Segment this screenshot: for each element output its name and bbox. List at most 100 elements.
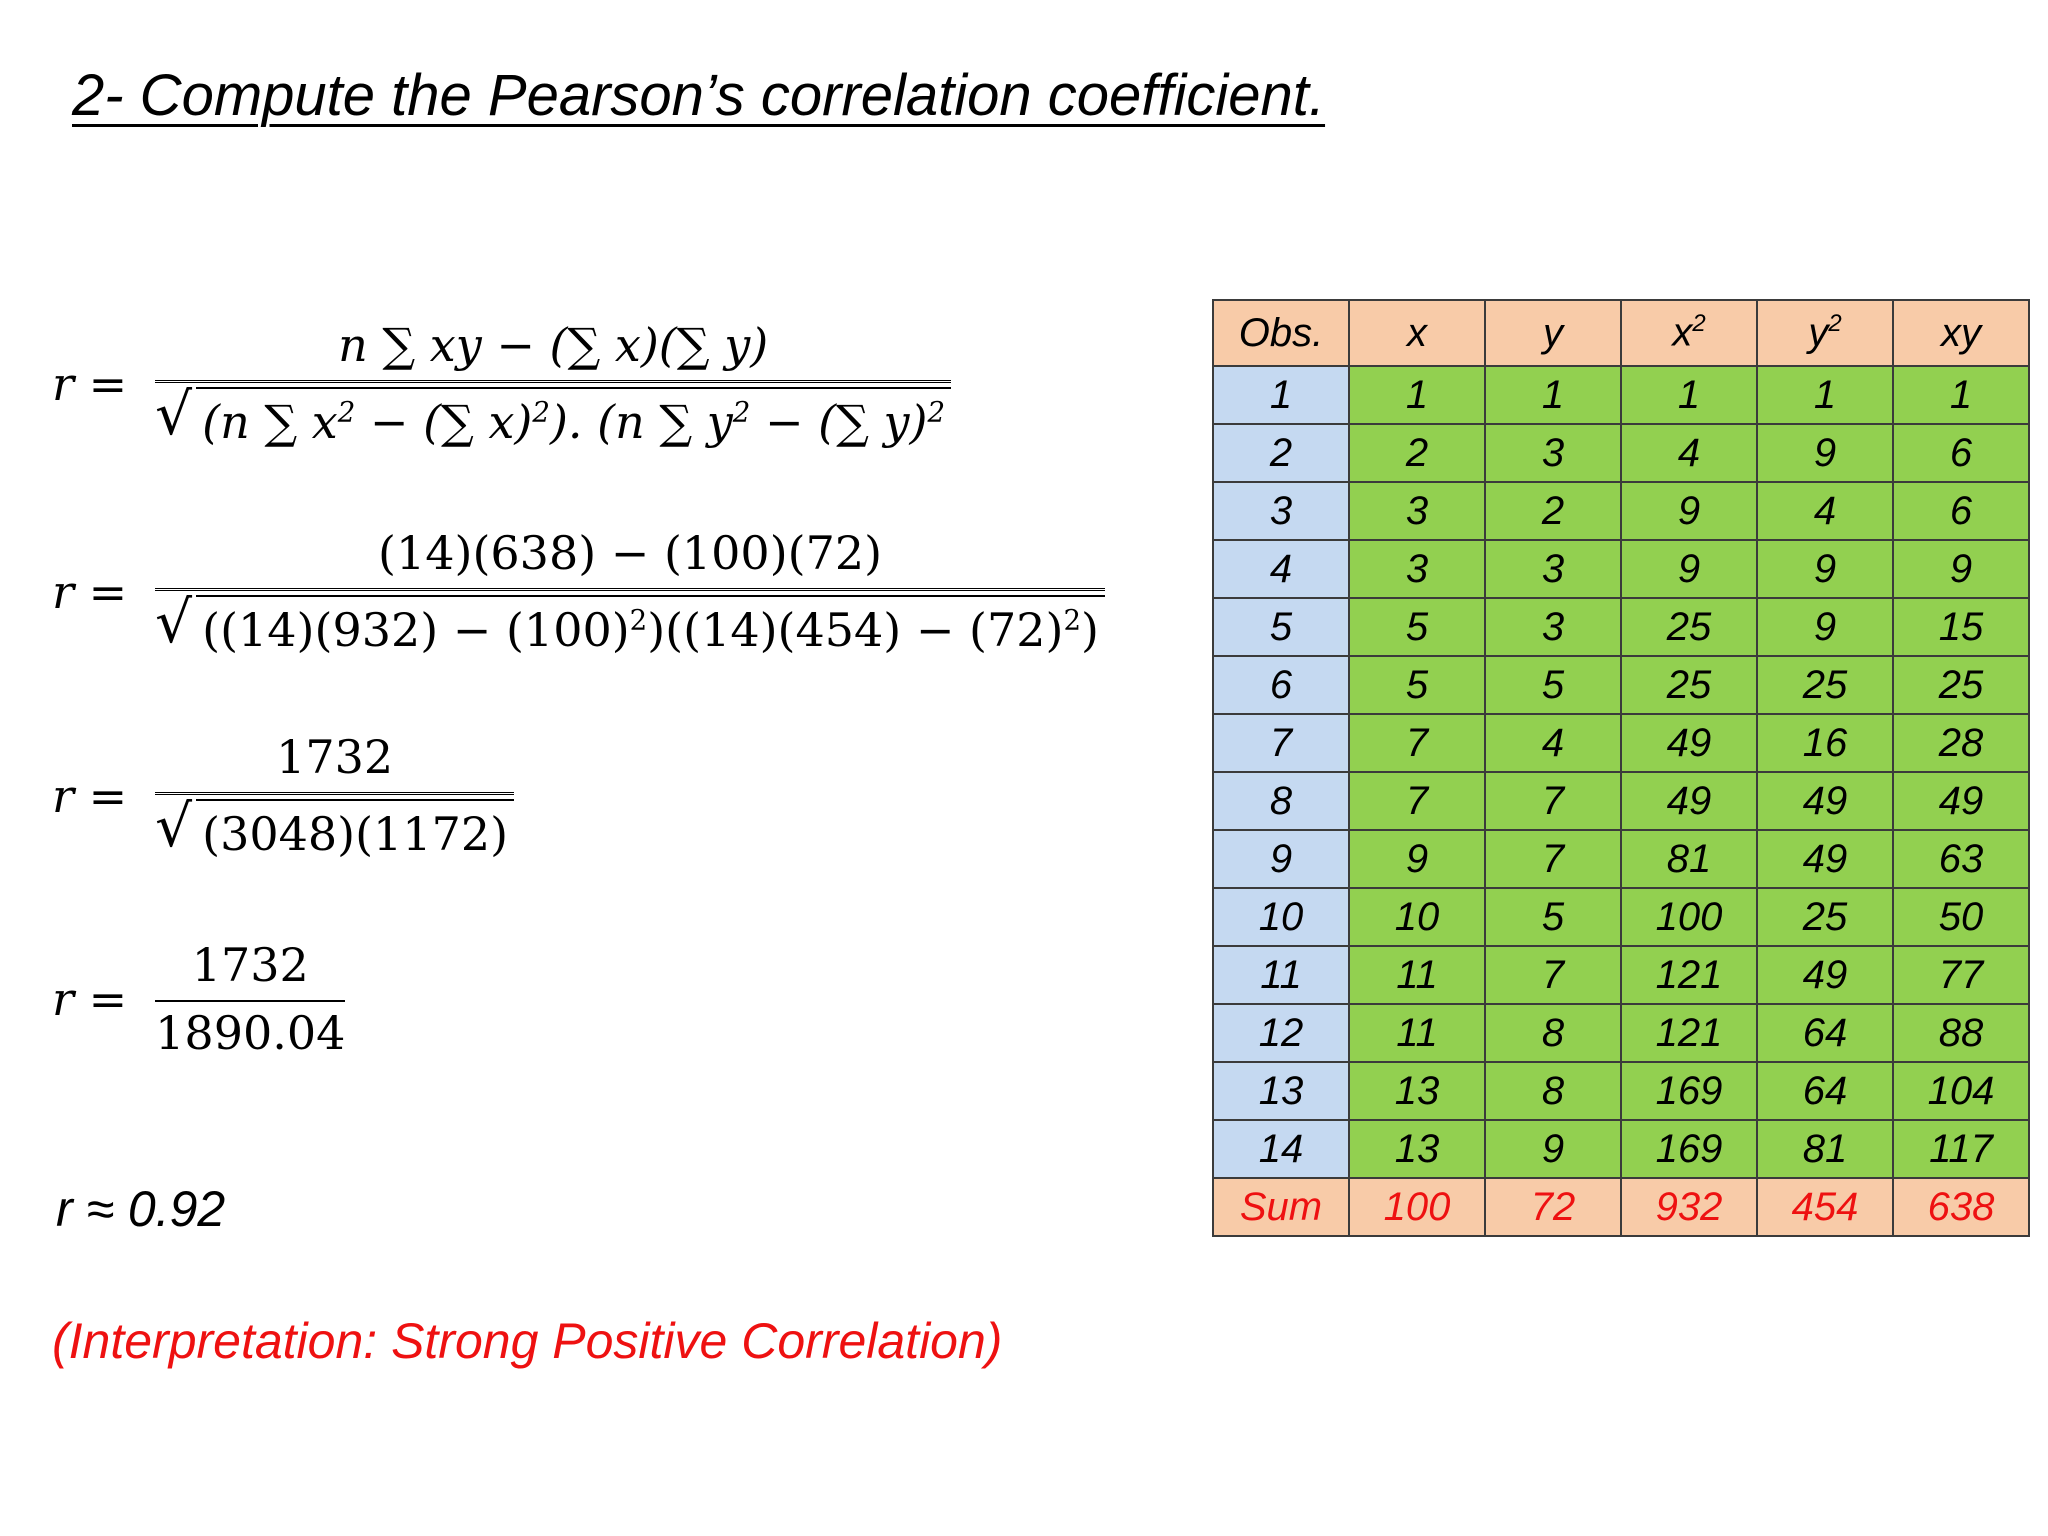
- cell-y: 1: [1484, 365, 1622, 425]
- formula-lhs: r =: [52, 564, 128, 619]
- cell-xy: 25: [1892, 655, 2030, 715]
- cell-y: 4: [1484, 713, 1622, 773]
- cell-y: 9: [1484, 1119, 1622, 1179]
- formula-lhs: r =: [52, 768, 128, 823]
- table-row: 8 7 7 49 49 49: [1212, 771, 2030, 831]
- header-y-squared: y2: [1756, 299, 1894, 367]
- cell-obs: 3: [1212, 481, 1350, 541]
- formula-general-radicand: (n ∑ x2 − (∑ x)2). (n ∑ y2 − (∑ y)2: [196, 387, 952, 449]
- header-obs: Obs.: [1212, 299, 1350, 367]
- cell-x: 7: [1348, 713, 1486, 773]
- cell-x: 2: [1348, 423, 1486, 483]
- table-row: 11 11 7 121 49 77: [1212, 945, 2030, 1005]
- sum-x-squared: 932: [1620, 1177, 1758, 1237]
- cell-y-squared: 25: [1756, 887, 1894, 947]
- cell-x: 11: [1348, 1003, 1486, 1063]
- cell-obs: 13: [1212, 1061, 1350, 1121]
- cell-x: 9: [1348, 829, 1486, 889]
- formula-simplified-numerator: 1732: [276, 730, 394, 784]
- header-x: x: [1348, 299, 1486, 367]
- cell-x-squared: 100: [1620, 887, 1758, 947]
- cell-obs: 10: [1212, 887, 1350, 947]
- cell-y-squared: 9: [1756, 597, 1894, 657]
- cell-xy: 77: [1892, 945, 2030, 1005]
- table-row: 12 11 8 121 64 88: [1212, 1003, 2030, 1063]
- formula-final-denominator: 1890.04: [155, 1006, 346, 1060]
- fraction-bar: [155, 792, 515, 795]
- cell-y: 5: [1484, 887, 1622, 947]
- formula-substituted-numerator: (14)(638) − (100)(72): [378, 526, 883, 580]
- cell-x: 3: [1348, 539, 1486, 599]
- cell-obs: 4: [1212, 539, 1350, 599]
- cell-x-squared: 49: [1620, 771, 1758, 831]
- cell-obs: 1: [1212, 365, 1350, 425]
- sum-xy: 638: [1892, 1177, 2030, 1237]
- cell-obs: 12: [1212, 1003, 1350, 1063]
- cell-y: 2: [1484, 481, 1622, 541]
- formula-final: r = 1732 1890.04: [52, 938, 346, 1060]
- cell-xy: 6: [1892, 423, 2030, 483]
- cell-x-squared: 121: [1620, 1003, 1758, 1063]
- formula-substituted-denominator: √ ((14)(932) − (100)2)((14)(454) − (72)2…: [155, 591, 1105, 657]
- sqrt-icon: √: [155, 792, 193, 860]
- cell-x-squared: 25: [1620, 597, 1758, 657]
- cell-xy: 117: [1892, 1119, 2030, 1179]
- cell-obs: 2: [1212, 423, 1350, 483]
- cell-y-squared: 81: [1756, 1119, 1894, 1179]
- cell-x: 7: [1348, 771, 1486, 831]
- header-y: y: [1484, 299, 1622, 367]
- cell-xy: 49: [1892, 771, 2030, 831]
- table-row: 13 13 8 169 64 104: [1212, 1061, 2030, 1121]
- cell-xy: 63: [1892, 829, 2030, 889]
- cell-xy: 104: [1892, 1061, 2030, 1121]
- formula-substituted-radicand: ((14)(932) − (100)2)((14)(454) − (72)2): [196, 595, 1105, 657]
- table-sum-row: Sum 100 72 932 454 638: [1212, 1177, 2030, 1237]
- cell-x-squared: 1: [1620, 365, 1758, 425]
- cell-obs: 8: [1212, 771, 1350, 831]
- cell-y: 8: [1484, 1061, 1622, 1121]
- formula-substituted-fraction: (14)(638) − (100)(72) √ ((14)(932) − (10…: [155, 526, 1105, 657]
- cell-xy: 88: [1892, 1003, 2030, 1063]
- cell-obs: 14: [1212, 1119, 1350, 1179]
- cell-y: 7: [1484, 945, 1622, 1005]
- cell-y: 3: [1484, 539, 1622, 599]
- cell-x-squared: 9: [1620, 481, 1758, 541]
- cell-obs: 7: [1212, 713, 1350, 773]
- formula-simplified-fraction: 1732 √ (3048)(1172): [155, 730, 515, 861]
- cell-x-squared: 81: [1620, 829, 1758, 889]
- cell-x: 13: [1348, 1119, 1486, 1179]
- cell-xy: 1: [1892, 365, 2030, 425]
- table-row: 10 10 5 100 25 50: [1212, 887, 2030, 947]
- table-row: 7 7 4 49 16 28: [1212, 713, 2030, 773]
- cell-x-squared: 169: [1620, 1119, 1758, 1179]
- formula-substituted: r = (14)(638) − (100)(72) √ ((14)(932) −…: [52, 526, 1105, 657]
- interpretation-text: (Interpretation: Strong Positive Correla…: [52, 1313, 1003, 1369]
- cell-xy: 28: [1892, 713, 2030, 773]
- formula-simplified-radicand: (3048)(1172): [196, 799, 515, 861]
- cell-x: 13: [1348, 1061, 1486, 1121]
- cell-y: 3: [1484, 423, 1622, 483]
- cell-x: 11: [1348, 945, 1486, 1005]
- cell-xy: 6: [1892, 481, 2030, 541]
- formula-lhs: r =: [52, 972, 128, 1026]
- cell-y-squared: 1: [1756, 365, 1894, 425]
- header-xy: xy: [1892, 299, 2030, 367]
- table-body: 1 1 1 1 1 1 2 2 3 4 9 6 3 3 2 9 4 6 4 3 3 9 9 9 5 5 3 25 9 15 6 5 5 25 25 2…: [1212, 365, 2030, 1179]
- formula-simplified: r = 1732 √ (3048)(1172): [52, 730, 515, 861]
- cell-x: 5: [1348, 655, 1486, 715]
- table-row: 5 5 3 25 9 15: [1212, 597, 2030, 657]
- formula-final-numerator: 1732: [191, 938, 309, 992]
- sum-x: 100: [1348, 1177, 1486, 1237]
- cell-y: 5: [1484, 655, 1622, 715]
- fraction-bar: [155, 380, 952, 383]
- sum-y: 72: [1484, 1177, 1622, 1237]
- cell-y-squared: 64: [1756, 1061, 1894, 1121]
- slide-title: 2- Compute the Pearson’s correlation coe…: [72, 63, 1326, 128]
- cell-y-squared: 64: [1756, 1003, 1894, 1063]
- cell-x-squared: 9: [1620, 539, 1758, 599]
- sum-label: Sum: [1212, 1177, 1350, 1237]
- sqrt-icon: √: [155, 380, 193, 448]
- cell-y-squared: 16: [1756, 713, 1894, 773]
